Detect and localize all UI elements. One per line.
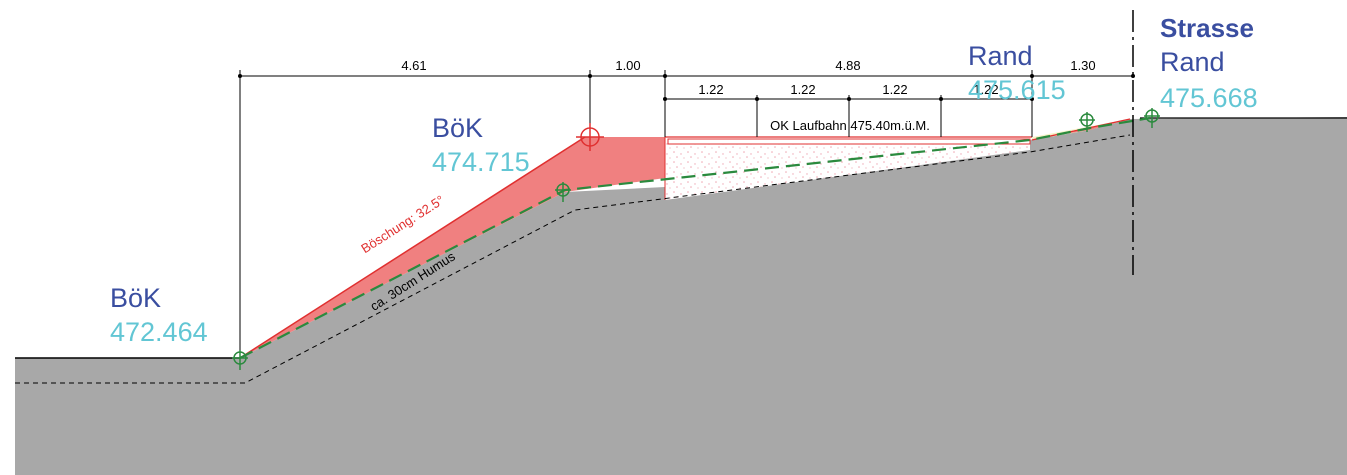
track-surface xyxy=(667,138,1031,145)
dim-1-30: 1.30 xyxy=(1070,58,1095,73)
track-base-fill xyxy=(665,140,1030,200)
strasse-rand-name: Rand xyxy=(1160,47,1225,77)
bok-mid-value: 474.715 xyxy=(432,147,530,177)
ground-area xyxy=(15,117,1347,475)
strasse-rand-value: 475.668 xyxy=(1160,83,1258,113)
bok-left-name: BöK xyxy=(110,283,161,313)
dim-4-88: 4.88 xyxy=(835,58,860,73)
dim-sub-2: 1.22 xyxy=(790,82,815,97)
humus-line xyxy=(15,134,1131,384)
dim-sub-4: 1.22 xyxy=(973,82,998,97)
survey-point-icon xyxy=(232,350,248,370)
dim-1-00: 1.00 xyxy=(615,58,640,73)
slope-line xyxy=(239,136,586,359)
dim-sub-3: 1.22 xyxy=(882,82,907,97)
dimension-top xyxy=(239,70,1133,358)
survey-point-icon xyxy=(555,182,571,202)
bok-left-value: 472.464 xyxy=(110,317,208,347)
reference-target-icon xyxy=(576,123,604,151)
dim-sub-1: 1.22 xyxy=(698,82,723,97)
survey-point-icon xyxy=(1144,108,1160,128)
strasse-title: Strasse xyxy=(1160,13,1254,43)
dimension-ticks xyxy=(238,74,1135,101)
rand-right-name: Rand xyxy=(968,41,1033,71)
survey-point-icon xyxy=(1079,112,1095,132)
rand-right-value: 475.615 xyxy=(968,75,1066,105)
track-label: OK Laufbahn 475.40m.ü.M. xyxy=(770,118,930,133)
existing-terrain-line xyxy=(239,116,1151,359)
bok-mid-name: BöK xyxy=(432,113,483,143)
dim-4-61: 4.61 xyxy=(401,58,426,73)
